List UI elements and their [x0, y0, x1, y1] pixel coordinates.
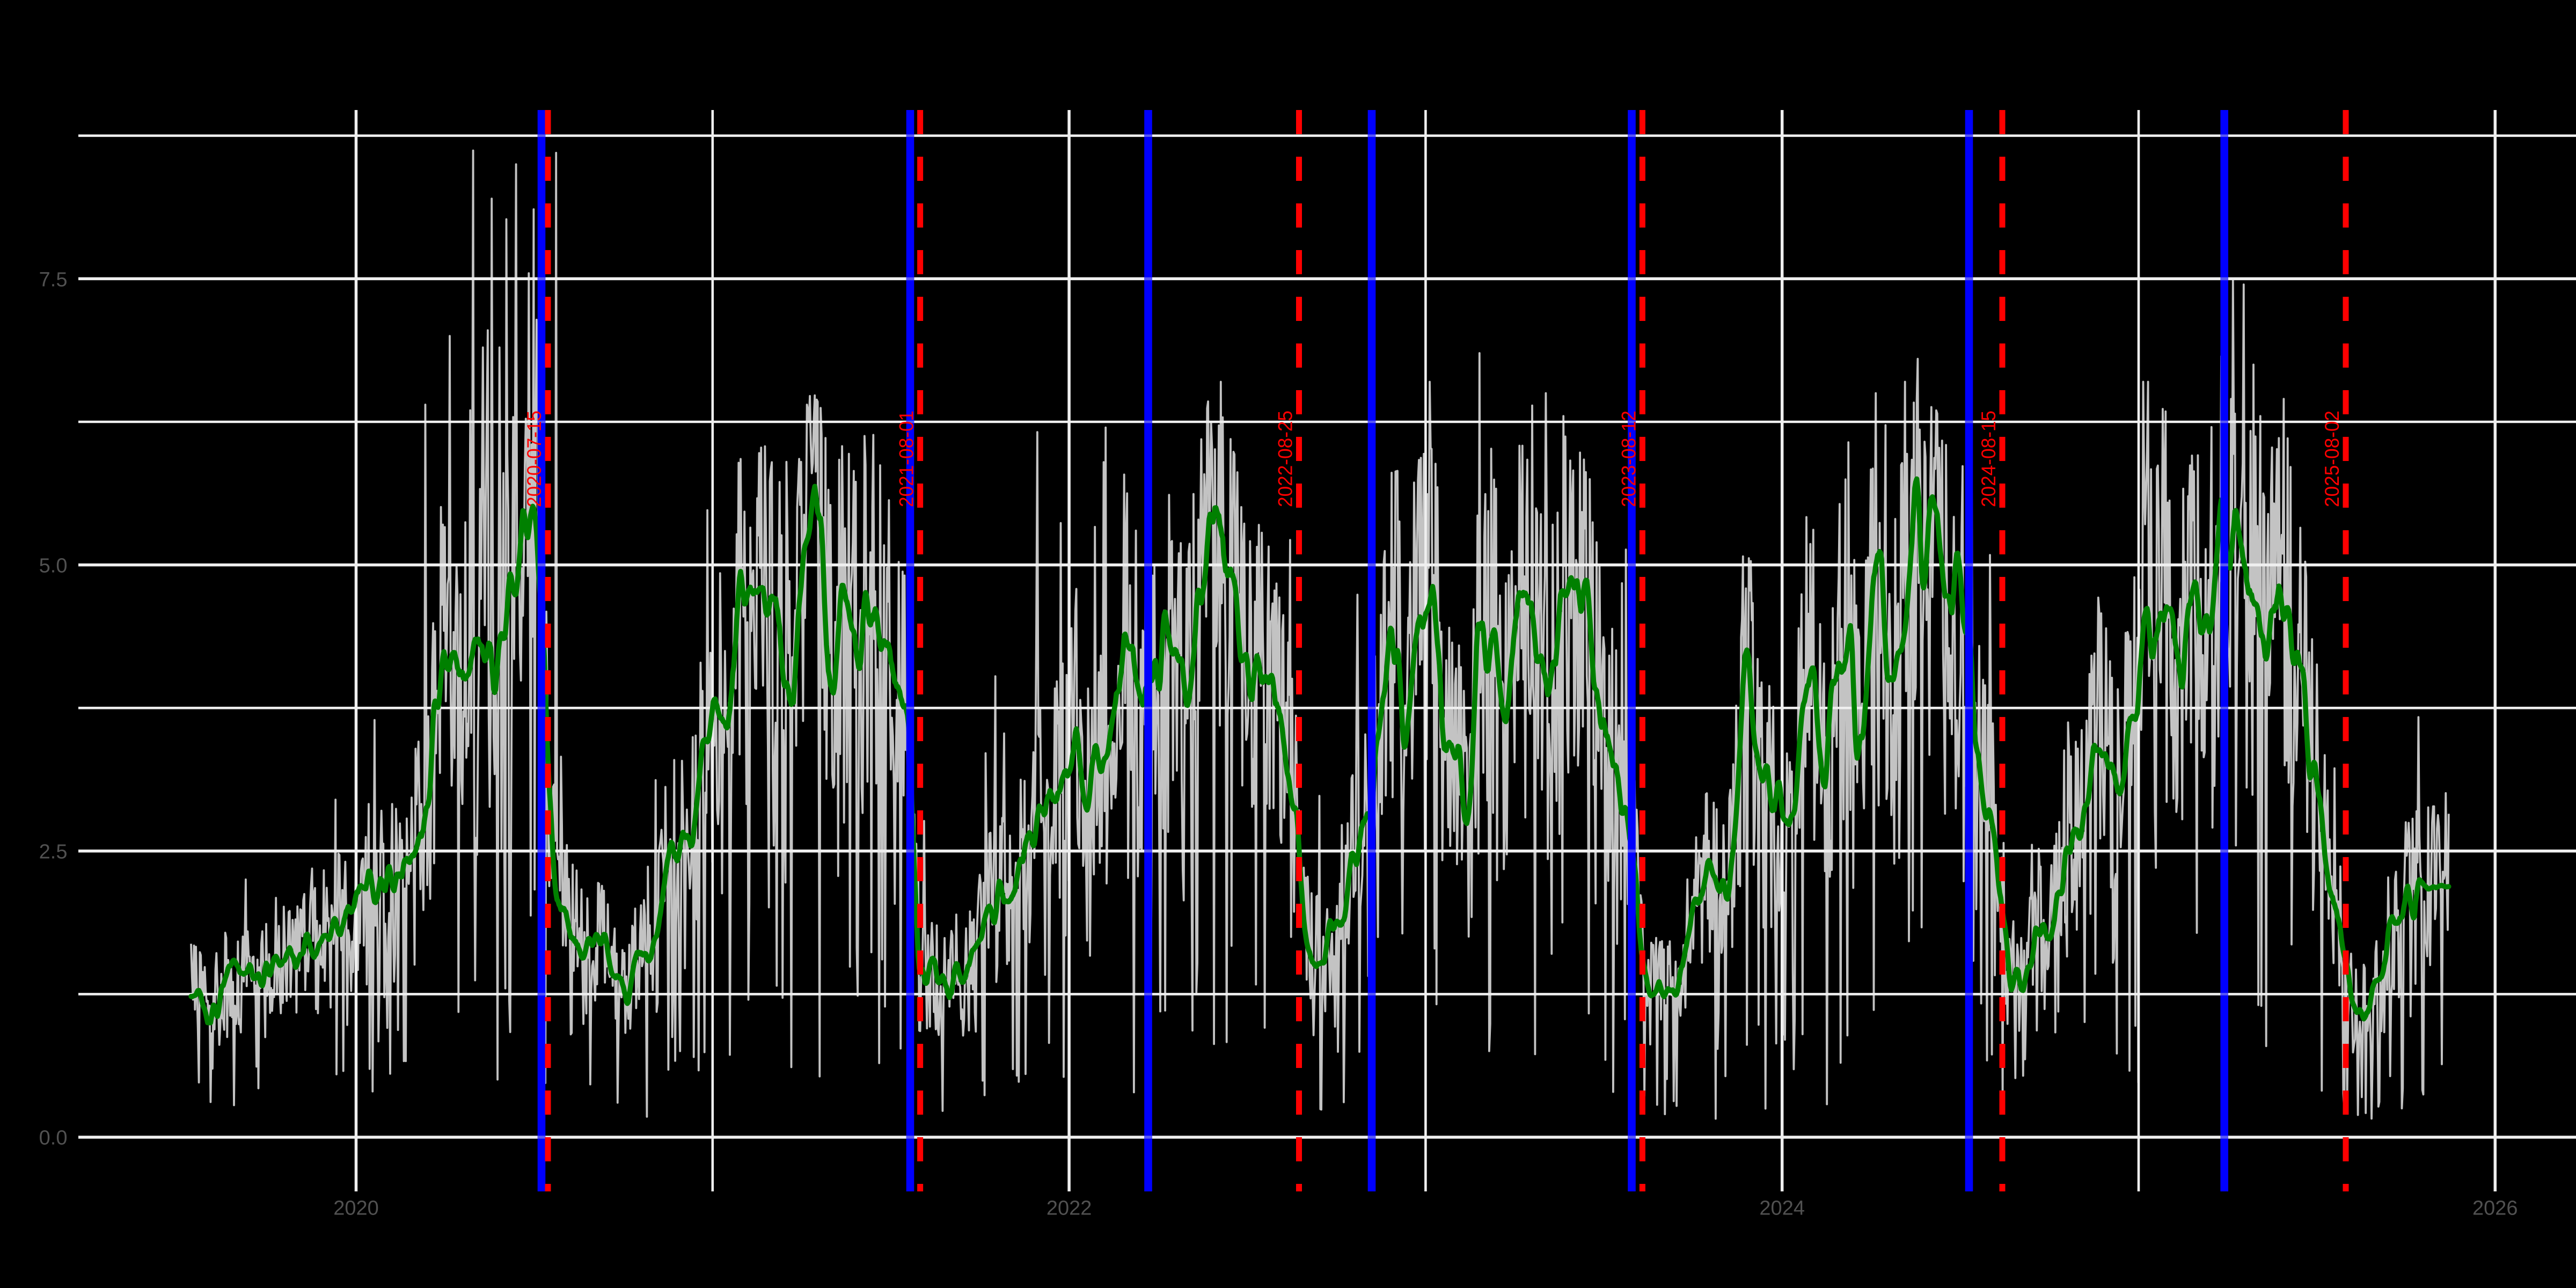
svg-text:2024: 2024 — [1759, 1197, 1805, 1220]
svg-text:2024-08-15: 2024-08-15 — [1977, 411, 2000, 507]
svg-text:2022: 2022 — [1046, 1197, 1092, 1220]
svg-text:2022-08-25: 2022-08-25 — [1274, 411, 1297, 507]
svg-text:2.5: 2.5 — [39, 841, 68, 863]
svg-text:2020-07-15: 2020-07-15 — [523, 411, 545, 507]
svg-text:5.0: 5.0 — [39, 555, 68, 577]
svg-text:2021-08-01: 2021-08-01 — [895, 411, 918, 507]
svg-text:2023-08-12: 2023-08-12 — [1617, 411, 1640, 507]
svg-text:2026: 2026 — [2472, 1197, 2518, 1220]
svg-text:7.5: 7.5 — [39, 269, 68, 291]
svg-text:0.0: 0.0 — [39, 1127, 68, 1150]
svg-text:2020: 2020 — [333, 1197, 379, 1220]
svg-text:2025-08-02: 2025-08-02 — [2321, 411, 2343, 507]
